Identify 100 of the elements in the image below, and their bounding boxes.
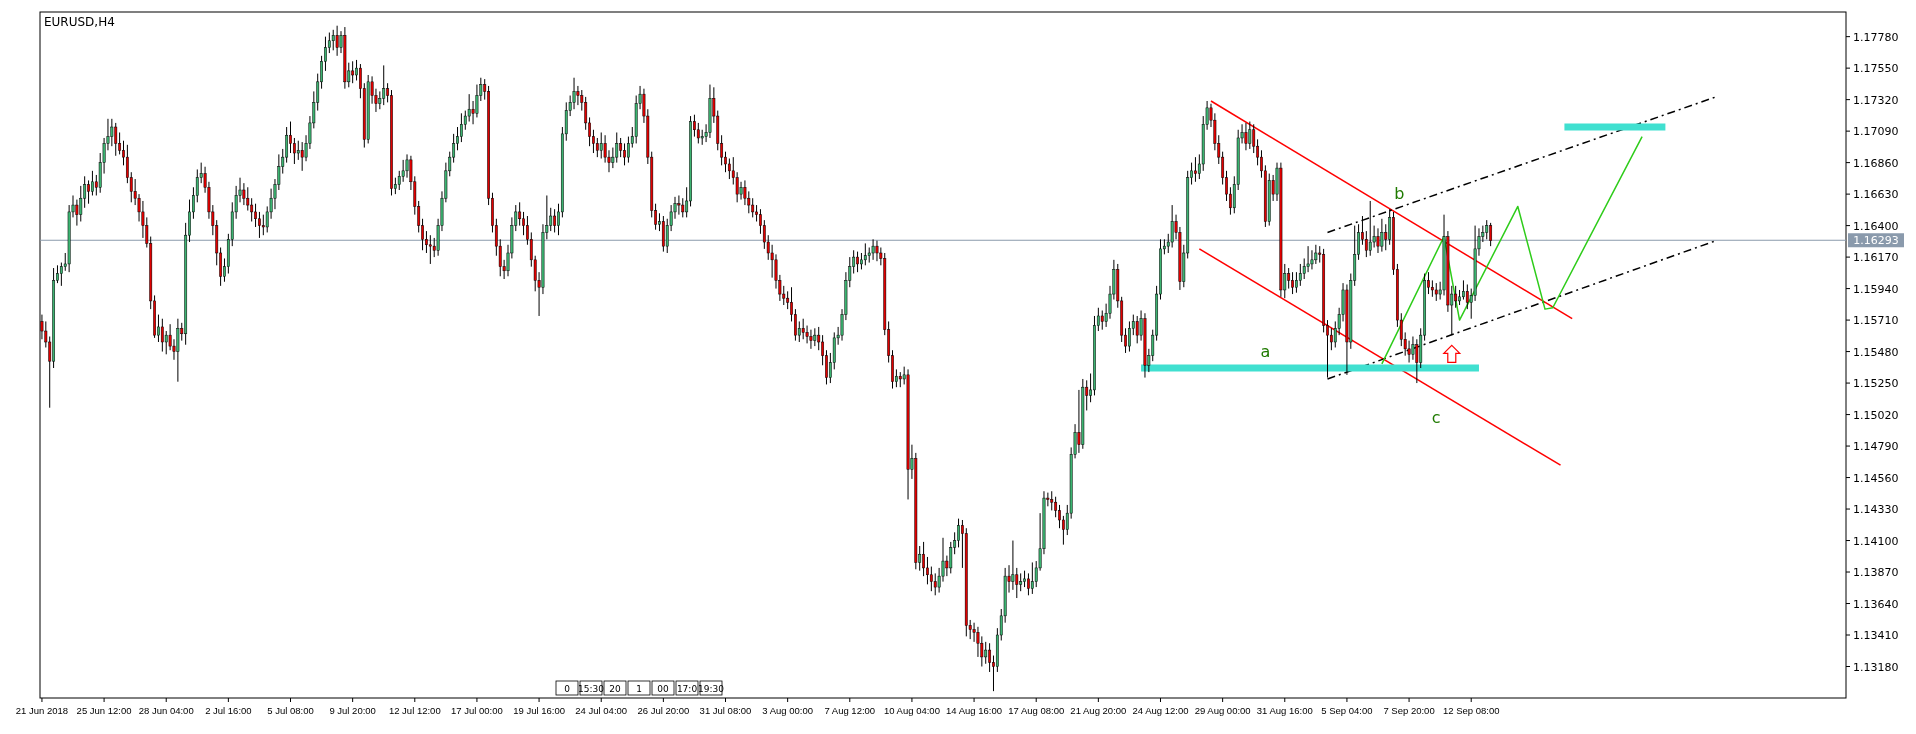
candlestick <box>929 566 933 592</box>
candlestick <box>258 211 261 239</box>
y-tick-label: 1.14100 <box>1853 534 1899 548</box>
candlestick <box>696 122 700 144</box>
annotation: 1 <box>636 684 642 694</box>
x-tick-label: 2 Jul 16:00 <box>205 705 252 716</box>
candlestick <box>296 140 300 161</box>
candlestick <box>405 153 409 179</box>
x-tick-label: 24 Jul 04:00 <box>575 705 628 716</box>
candlestick <box>254 203 257 228</box>
y-tick-label: 1.15020 <box>1853 408 1899 422</box>
candlestick <box>518 201 522 227</box>
x-tick-label: 26 Jul 20:00 <box>637 705 690 716</box>
candlestick <box>1058 504 1061 529</box>
candlestick <box>1489 222 1493 247</box>
y-tick-label: 1.13180 <box>1853 660 1899 674</box>
y-tick-label: 1.15480 <box>1853 345 1899 359</box>
y-tick-label: 1.16630 <box>1853 188 1899 202</box>
candlestick <box>1310 249 1314 270</box>
annotation: 0 <box>564 684 571 694</box>
y-tick-label: 1.15250 <box>1853 377 1899 391</box>
candlestick <box>751 197 755 218</box>
x-tick-label: 12 Sep 08:00 <box>1442 705 1500 716</box>
candlestick <box>1485 219 1489 240</box>
annotation: 15:30 <box>578 684 605 694</box>
x-tick-label: 12 Jul 12:00 <box>388 705 441 716</box>
y-tick-label: 1.17090 <box>1853 125 1899 139</box>
x-tick-label: 24 Aug 12:00 <box>1132 705 1189 716</box>
x-tick-label: 28 Jun 04:00 <box>138 705 194 716</box>
candlestick <box>863 242 867 266</box>
x-tick-label: 9 Jul 20:00 <box>329 705 376 716</box>
candlestick <box>110 118 114 147</box>
candlestick <box>871 238 875 261</box>
candlestick <box>1380 218 1384 253</box>
line-series <box>1381 135 1643 365</box>
candlestick <box>615 132 619 164</box>
candlestick <box>87 179 90 205</box>
x-tick-label: 31 Jul 08:00 <box>699 705 752 716</box>
x-tick-label: 3 Aug 00:00 <box>762 705 813 716</box>
candlestick <box>1329 327 1333 351</box>
candlestick <box>351 60 355 84</box>
candlestick <box>1100 310 1104 331</box>
candlestick <box>1295 271 1298 294</box>
x-tick-label: 7 Sep 20:00 <box>1383 705 1435 716</box>
candlestick <box>75 199 79 227</box>
candlestick <box>1011 540 1015 591</box>
x-tick-label: 5 Sep 04:00 <box>1321 705 1373 716</box>
candlestick <box>1465 283 1469 310</box>
x-tick-label: 19 Jul 16:00 <box>513 705 565 716</box>
candlestick <box>1364 230 1368 258</box>
candlestick <box>91 170 94 196</box>
candlestick <box>1244 122 1248 151</box>
candlestick <box>1054 496 1058 518</box>
candlestick <box>984 641 988 665</box>
candlestick <box>285 126 289 164</box>
x-tick-label: 17 Aug 08:00 <box>1008 705 1065 716</box>
candlestick <box>176 318 180 383</box>
x-tick-label: 10 Aug 04:00 <box>883 705 940 716</box>
candlestick <box>160 318 164 353</box>
candlestick <box>856 251 859 273</box>
x-tick-label: 5 Jul 08:00 <box>267 705 314 716</box>
candlestick <box>1454 285 1458 309</box>
y-tick-label: 1.14790 <box>1853 440 1899 454</box>
candlestick <box>1415 338 1419 384</box>
candlestick <box>727 158 731 180</box>
y-tick-label: 1.15940 <box>1853 282 1899 296</box>
x-tick-label: 14 Aug 16:00 <box>946 705 1003 716</box>
annotation: b <box>1394 183 1405 203</box>
candlestick <box>619 137 623 158</box>
candlestick <box>1194 156 1197 183</box>
annotation: 20 <box>609 684 621 694</box>
candlestick <box>1287 267 1291 290</box>
y-tick-label: 1.14560 <box>1853 471 1899 485</box>
candlestick <box>1298 263 1302 287</box>
candlestick <box>1314 244 1318 265</box>
candlestick <box>926 556 929 585</box>
x-tick-label: 31 Aug 16:00 <box>1256 705 1313 716</box>
candlestick <box>957 518 960 548</box>
candlestick <box>681 197 685 218</box>
candlestick <box>739 181 743 201</box>
y-tick-label: 1.17550 <box>1853 62 1899 76</box>
candlestick <box>1135 315 1139 344</box>
annotation: 00 <box>657 684 669 694</box>
candlestick <box>382 64 386 106</box>
y-tick-label: 1.17320 <box>1853 93 1899 107</box>
candlestick <box>289 121 292 154</box>
y-tick-label: 1.13640 <box>1853 597 1899 611</box>
candlestick <box>922 541 925 577</box>
y-tick-label: 1.14330 <box>1853 503 1899 517</box>
candlestick <box>164 330 168 355</box>
candlestick <box>988 642 992 673</box>
candlestick <box>300 141 304 172</box>
candlestick <box>1248 121 1252 150</box>
y-tick-label: 1.13870 <box>1853 566 1899 580</box>
candlestick <box>114 122 118 157</box>
candlestick <box>1376 227 1380 254</box>
candlestick <box>626 136 630 164</box>
candlestick <box>1170 204 1174 249</box>
candlestick <box>549 207 553 232</box>
candlestick <box>553 208 557 233</box>
